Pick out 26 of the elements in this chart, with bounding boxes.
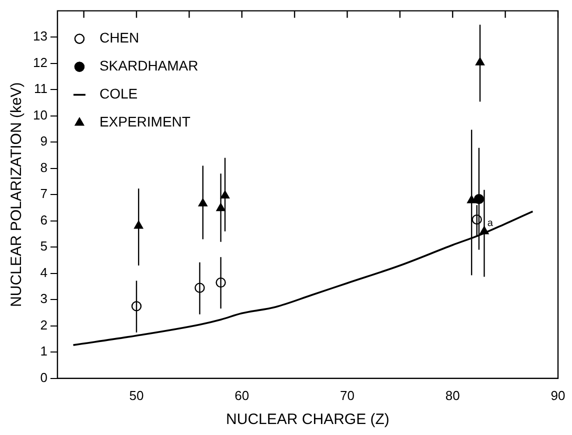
y-tick-label: 11 [34, 81, 48, 96]
x-tick-label: 50 [129, 388, 144, 403]
x-tick-label: 70 [340, 388, 354, 403]
y-tick-label: 4 [40, 264, 48, 280]
y-tick-label: 6 [40, 212, 48, 228]
x-tick-label: 90 [550, 388, 566, 403]
y-tick-label: 10 [32, 107, 48, 122]
y-tick-label: 13 [32, 28, 48, 44]
x-axis-title: NUCLEAR CHARGE (Z) [226, 411, 390, 428]
y-tick-label: 9 [40, 134, 48, 149]
x-tick-label: 80 [445, 388, 460, 403]
y-tick-label: 5 [40, 238, 48, 254]
y-tick-label: 7 [40, 186, 48, 202]
y-tick-label: 2 [40, 317, 48, 332]
y-tick-label: 8 [40, 160, 48, 175]
y-tick-label: 3 [40, 291, 48, 306]
legend-label: SKARDHAMAR [99, 58, 198, 74]
y-tick-label: 1 [40, 344, 48, 359]
legend-label: EXPERIMENT [99, 114, 191, 130]
x-tick-label: 60 [234, 388, 250, 403]
y-tick-label: 12 [32, 54, 48, 70]
legend-label: CHEN [99, 30, 140, 46]
legend-label: COLE [99, 86, 138, 102]
annotation: a [487, 218, 494, 230]
y-axis-title: NUCLEAR POLARIZATION (keV) [8, 82, 26, 307]
y-tick-label: 0 [40, 370, 48, 385]
